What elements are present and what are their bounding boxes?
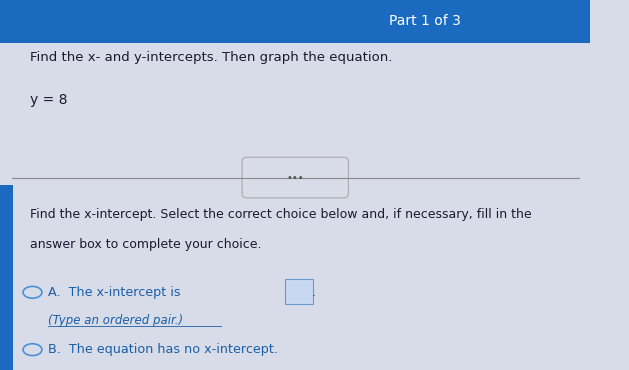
Text: A.  The x-intercept is: A. The x-intercept is [48, 286, 181, 299]
Text: Find the x- and y-intercepts. Then graph the equation.: Find the x- and y-intercepts. Then graph… [30, 51, 392, 64]
Text: B.  The equation has no x-intercept.: B. The equation has no x-intercept. [48, 343, 279, 356]
FancyBboxPatch shape [284, 279, 313, 304]
FancyBboxPatch shape [242, 157, 348, 198]
FancyBboxPatch shape [0, 0, 591, 43]
Text: y = 8: y = 8 [30, 93, 67, 107]
Text: answer box to complete your choice.: answer box to complete your choice. [30, 238, 261, 251]
Text: Part 1 of 3: Part 1 of 3 [389, 14, 461, 28]
Text: .: . [312, 286, 316, 299]
Text: (Type an ordered pair.): (Type an ordered pair.) [48, 313, 184, 327]
Text: •••: ••• [286, 172, 304, 183]
FancyBboxPatch shape [0, 185, 13, 370]
Text: Find the x-intercept. Select the correct choice below and, if necessary, fill in: Find the x-intercept. Select the correct… [30, 208, 531, 221]
